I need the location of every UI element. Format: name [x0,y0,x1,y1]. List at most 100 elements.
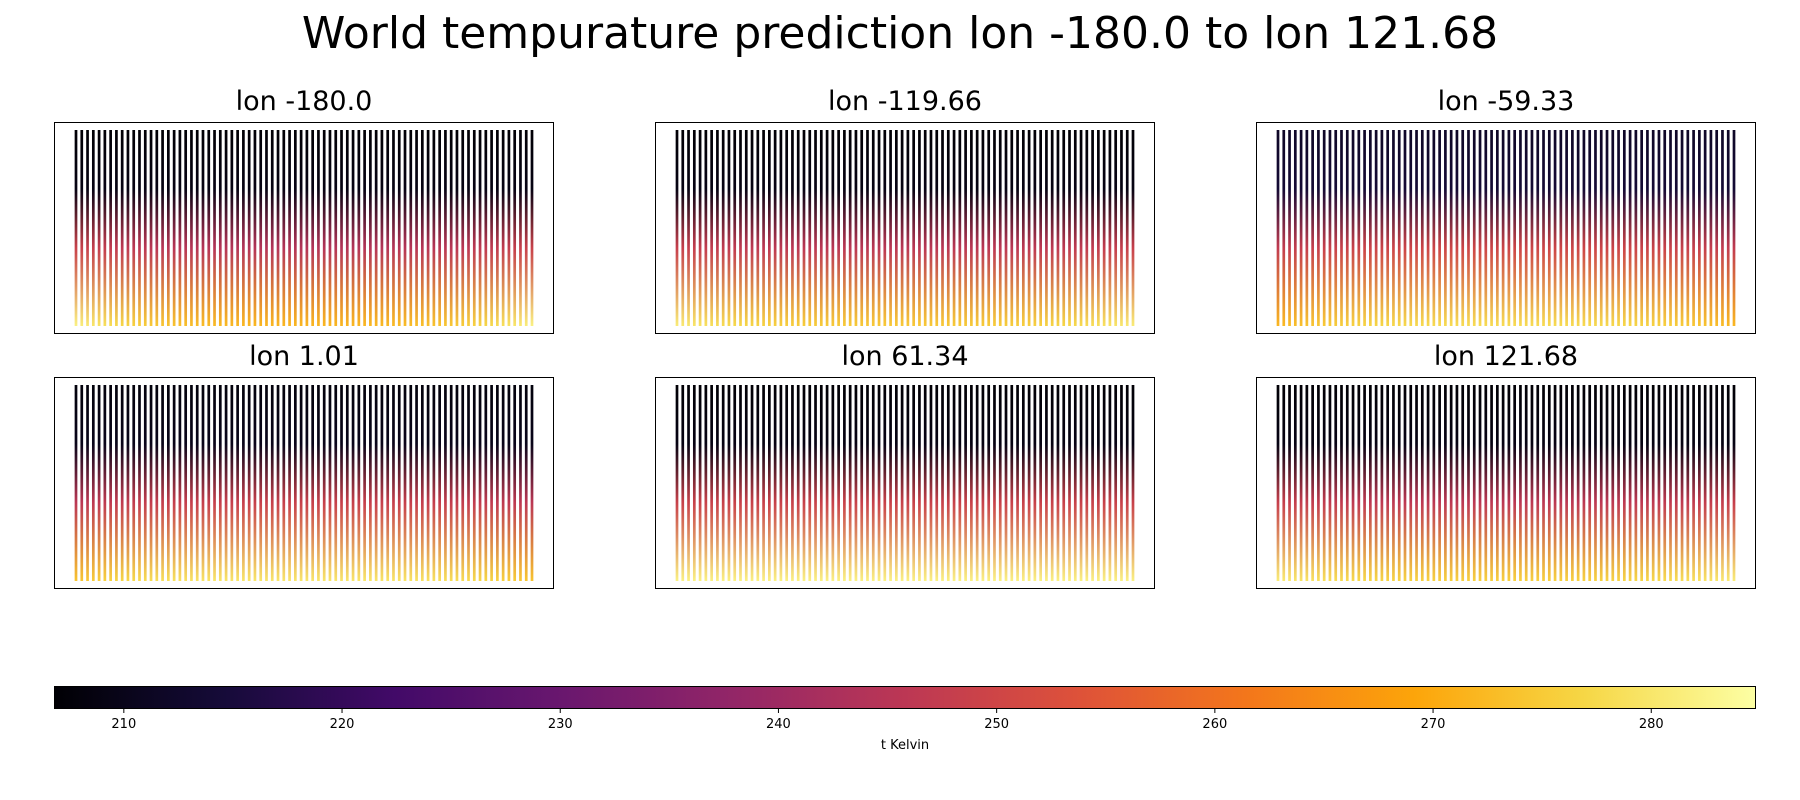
data-column [1622,130,1626,326]
data-column [392,385,395,581]
data-column [299,130,303,326]
data-column [906,385,910,581]
data-column [1703,130,1707,326]
data-column [1513,385,1517,581]
data-column [490,385,493,581]
data-column [201,130,205,326]
data-column [507,385,511,581]
panel-lon-119: lon -119.66 [655,86,1155,334]
data-column [224,130,228,326]
data-column [727,385,731,581]
data-column [386,385,390,581]
data-column [138,385,141,581]
data-column [472,385,476,581]
data-column [756,130,760,326]
colorbar-tick-label: 250 [984,717,1009,732]
data-column [1651,130,1655,326]
data-column [1079,385,1083,581]
data-column [1426,385,1430,581]
data-column [311,130,315,326]
data-column [785,130,789,326]
panel-frame [655,377,1155,589]
data-column [1340,130,1343,326]
panel-frame [1256,122,1756,334]
data-column [1392,385,1395,581]
data-column [172,385,176,581]
data-column [1686,385,1690,581]
data-column [1091,385,1094,581]
data-column [1594,130,1597,326]
data-column [1345,130,1349,326]
colorbar-tick-label: 260 [1202,717,1227,732]
data-column [155,130,159,326]
data-column [311,385,315,581]
data-column [1068,130,1071,326]
data-column [293,130,297,326]
data-column [380,385,384,581]
data-column [1576,130,1580,326]
data-column [167,385,170,581]
data-column [1547,130,1551,326]
data-column [1495,130,1499,326]
data-column [1559,130,1563,326]
data-column [1415,385,1418,581]
data-column [161,130,164,326]
panel-plot-area [1256,122,1756,334]
data-column [894,130,898,326]
data-column [744,385,748,581]
data-column [1588,385,1592,581]
data-column [1062,385,1066,581]
data-column [1571,130,1574,326]
data-column [993,130,996,326]
panel-title: lon 1.01 [249,341,359,372]
data-column [1490,130,1493,326]
data-column [1559,385,1563,581]
data-column [1050,130,1054,326]
data-column [796,385,800,581]
data-column [1027,130,1031,326]
data-column [1403,385,1407,581]
panel-title: lon 61.34 [841,341,969,372]
data-column [698,130,702,326]
data-column [1039,130,1042,326]
data-column [1363,130,1366,326]
data-column [1709,385,1713,581]
data-column [1478,385,1482,581]
data-column [1507,385,1511,581]
data-column [768,385,771,581]
data-column [802,130,806,326]
data-column [698,385,702,581]
data-column [1027,385,1031,581]
data-column [1461,385,1465,581]
data-column [259,130,263,326]
data-column [1663,385,1667,581]
data-column [1293,130,1297,326]
data-column [1571,385,1574,581]
data-column [877,385,881,581]
data-column [1102,130,1106,326]
data-column [403,130,407,326]
data-column [946,385,950,581]
data-column [1282,130,1286,326]
data-column [756,385,760,581]
data-column [172,130,176,326]
colorbar-label: t Kelvin [880,738,930,753]
data-column [1553,130,1557,326]
data-column [1120,385,1123,581]
data-column [1056,130,1060,326]
data-column [432,385,436,581]
data-column [1351,385,1355,581]
data-column [276,385,280,581]
data-column [363,385,366,581]
data-column [293,385,297,581]
data-column [860,130,864,326]
data-column [1293,385,1297,581]
data-column [935,385,939,581]
data-column [1299,130,1303,326]
data-column [288,385,291,581]
data-column [692,385,696,581]
data-column [1288,385,1291,581]
data-column [970,130,973,326]
data-column [426,385,430,581]
data-column [837,385,840,581]
